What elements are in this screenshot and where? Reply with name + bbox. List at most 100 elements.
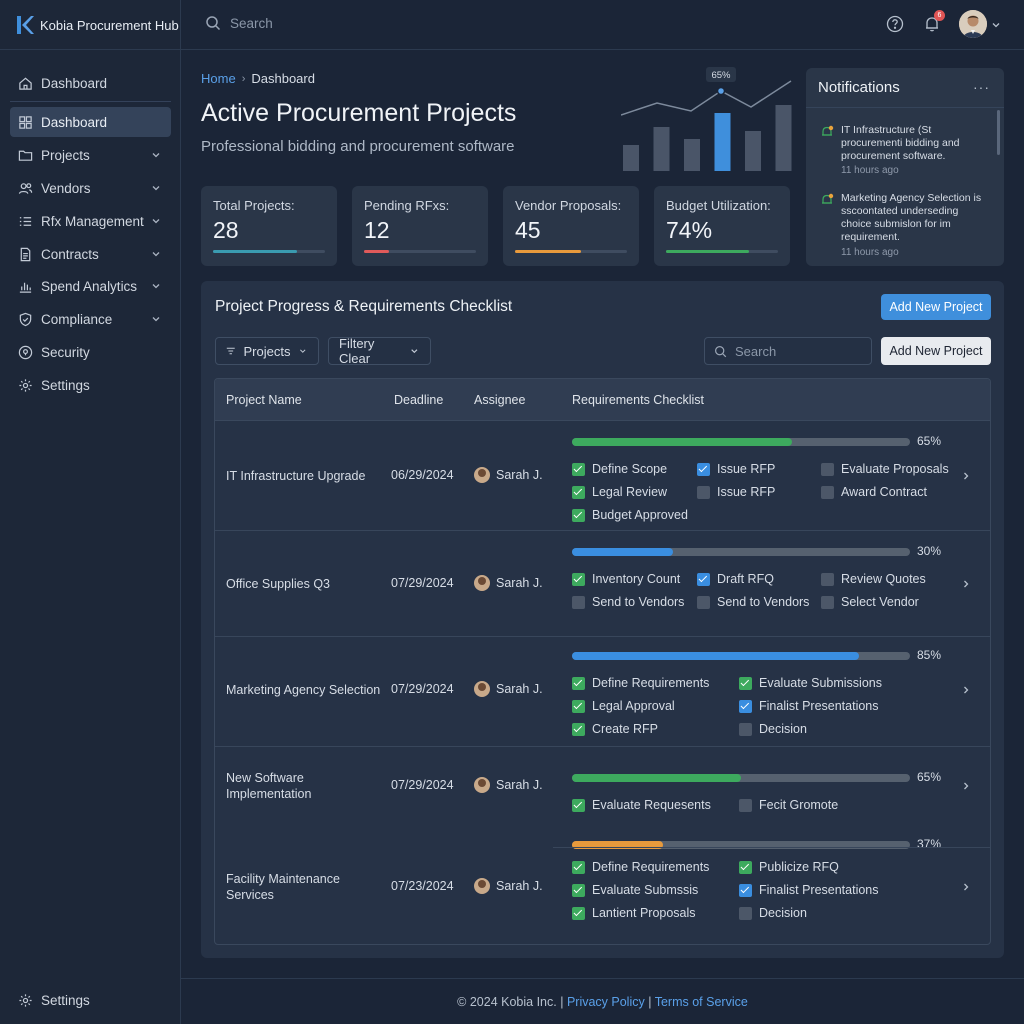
checklist-item[interactable]: Inventory Count (572, 572, 680, 586)
checklist-item[interactable]: Send to Vendors (572, 595, 684, 609)
checkbox[interactable] (572, 676, 585, 690)
checkbox[interactable] (697, 572, 710, 586)
checkbox[interactable] (572, 462, 585, 476)
project-name[interactable]: Office Supplies Q3 (226, 577, 330, 591)
checklist-item[interactable]: Decision (739, 722, 807, 736)
checklist-item[interactable]: Evaluate Submssis (572, 883, 698, 897)
sidebar-item-rfx-management[interactable]: Rfx Management (10, 206, 171, 236)
add-new-project-button[interactable]: Add New Project (881, 294, 991, 320)
sidebar-item-dashboard[interactable]: Dashboard (10, 107, 171, 137)
assignee[interactable]: Sarah J. (474, 575, 543, 591)
chevron-right-icon[interactable] (961, 579, 971, 589)
checkbox[interactable] (572, 595, 585, 609)
checkbox[interactable] (572, 699, 585, 713)
filter-clear-dropdown[interactable]: Filtery Clear (328, 336, 431, 366)
checkbox[interactable] (821, 595, 834, 609)
sidebar-item-security[interactable]: Security (10, 337, 171, 367)
user-avatar[interactable] (959, 10, 987, 38)
checkbox[interactable] (821, 485, 834, 499)
checkbox[interactable] (697, 595, 710, 609)
checkbox[interactable] (697, 485, 710, 499)
table-row[interactable]: Marketing Agency Selection 07/29/2024 Sara… (215, 637, 990, 747)
sidebar-item-contracts[interactable]: Contracts (10, 239, 171, 269)
chevron-down-icon[interactable] (991, 20, 1001, 30)
checkbox[interactable] (821, 572, 834, 586)
checklist-item[interactable]: Create RFP (572, 722, 658, 736)
checkbox[interactable] (572, 798, 585, 812)
sidebar-item-dashboard-top[interactable]: Dashboard (10, 68, 171, 98)
chevron-right-icon[interactable] (961, 471, 971, 481)
checklist-item[interactable]: Decision (739, 906, 807, 920)
privacy-policy-link[interactable]: Privacy Policy (566, 995, 645, 1009)
breadcrumb-home-link[interactable]: Home (201, 71, 236, 86)
checkbox[interactable] (739, 722, 752, 736)
checklist-item[interactable]: Lantient Proposals (572, 906, 696, 920)
checkbox[interactable] (739, 883, 752, 897)
assignee[interactable]: Sarah J. (474, 777, 543, 793)
checkbox[interactable] (739, 860, 752, 874)
checklist-item[interactable]: Budget Approved (572, 508, 688, 522)
checklist-item[interactable]: Define Scope (572, 462, 667, 476)
checklist-item[interactable]: Fecit Gromote (739, 798, 838, 812)
assignee[interactable]: Sarah J. (474, 681, 543, 697)
sidebar-item-settings-bottom[interactable]: Settings (10, 985, 171, 1015)
chevron-right-icon[interactable] (961, 882, 971, 892)
project-name[interactable]: Marketing Agency Selection (226, 683, 381, 697)
project-name[interactable]: New Software Implementation (226, 771, 312, 801)
checklist-item[interactable]: Evaluate Requesents (572, 798, 711, 812)
checkbox[interactable] (572, 860, 585, 874)
checklist-item[interactable]: Evaluate Submissions (739, 676, 882, 690)
checkbox[interactable] (739, 906, 752, 920)
chevron-right-icon[interactable] (961, 781, 971, 791)
checkbox[interactable] (739, 798, 752, 812)
sidebar-item-vendors[interactable]: Vendors (10, 173, 171, 203)
checklist-item[interactable]: Legal Approval (572, 699, 675, 713)
table-row[interactable]: Office Supplies Q3 07/29/2024 Sarah J. 30% I… (215, 531, 990, 637)
global-search[interactable]: Search (205, 15, 273, 31)
checkbox[interactable] (572, 508, 585, 522)
checklist-item[interactable]: Send to Vendors (697, 595, 809, 609)
terms-of-service-link[interactable]: Terms of Service (654, 995, 748, 1009)
checkbox[interactable] (739, 676, 752, 690)
checkbox[interactable] (821, 462, 834, 476)
sidebar-item-compliance[interactable]: Compliance (10, 304, 171, 334)
assignee[interactable]: Sarah J. (474, 467, 543, 483)
table-row[interactable]: New Software Implementation 07/29/2024 Sar… (215, 747, 990, 847)
table-row[interactable]: IT Infrastructure Upgrade 06/29/2024 Sarah… (215, 421, 990, 531)
add-new-project-button-secondary[interactable]: Add New Project (881, 337, 991, 365)
checkbox[interactable] (697, 462, 710, 476)
checklist-item[interactable]: Award Contract (821, 485, 927, 499)
checklist-item[interactable]: Issue RFP (697, 462, 775, 476)
column-header-project-name[interactable]: Project Name (226, 393, 302, 407)
checklist-item[interactable]: Draft RFQ (697, 572, 774, 586)
column-header-deadline[interactable]: Deadline (394, 393, 444, 407)
projects-filter-dropdown[interactable]: Projects (215, 337, 319, 365)
assignee[interactable]: Sarah J. (474, 878, 543, 894)
checklist-item[interactable]: Finalist Presentations (739, 699, 879, 713)
checkbox[interactable] (739, 699, 752, 713)
checklist-item[interactable]: Issue RFP (697, 485, 775, 499)
brand[interactable]: Kobia Procurement Hub (16, 14, 179, 36)
column-header-assignee[interactable]: Assignee (474, 393, 526, 407)
checklist-item[interactable]: Legal Review (572, 485, 667, 499)
table-row[interactable]: Facility Maintenance Services 07/23/2024 S… (215, 837, 990, 944)
project-name[interactable]: Facility Maintenance Services (226, 872, 340, 902)
sidebar-item-settings[interactable]: Settings (10, 370, 171, 400)
project-search-input[interactable]: Search (704, 337, 872, 365)
bell-icon[interactable] (923, 15, 941, 33)
chevron-right-icon[interactable] (961, 685, 971, 695)
sidebar-item-spend-analytics[interactable]: Spend Analytics (10, 271, 171, 301)
checklist-item[interactable]: Select Vendor (821, 595, 919, 609)
notifications-scrollbar[interactable] (997, 110, 1000, 155)
sidebar-item-projects[interactable]: Projects (10, 140, 171, 170)
checkbox[interactable] (572, 883, 585, 897)
checklist-item[interactable]: Evaluate Proposals (821, 462, 949, 476)
checklist-item[interactable]: Define Requirements (572, 676, 709, 690)
checklist-item[interactable]: Publicize RFQ (739, 860, 839, 874)
checkbox[interactable] (572, 485, 585, 499)
checklist-item[interactable]: Finalist Presentations (739, 883, 879, 897)
checkbox[interactable] (572, 572, 585, 586)
column-header-requirements-checklist[interactable]: Requirements Checklist (572, 393, 704, 407)
help-icon[interactable] (886, 15, 904, 33)
checklist-item[interactable]: Define Requirements (572, 860, 709, 874)
